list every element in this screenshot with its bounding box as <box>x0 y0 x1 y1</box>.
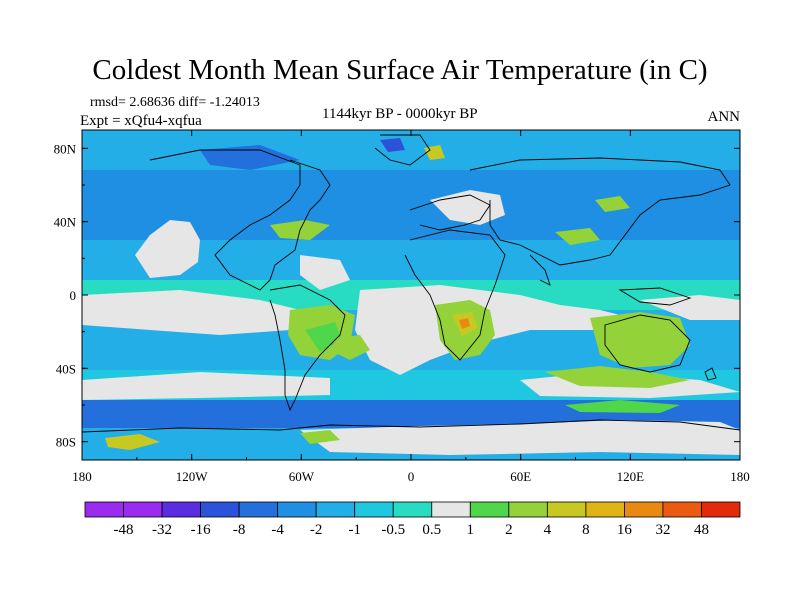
colorbar-label: 2 <box>505 522 513 538</box>
colorbar-box <box>124 502 163 517</box>
colorbar-label: 16 <box>617 522 633 538</box>
colorbar-label: -32 <box>152 522 172 538</box>
colorbar-box <box>663 502 702 517</box>
colorbar-box <box>586 502 625 517</box>
colorbar-label: -8 <box>233 522 246 538</box>
colorbar-label: -2 <box>310 522 323 538</box>
colorbar-box <box>355 502 394 517</box>
x-tick-label: 0 <box>408 469 415 484</box>
x-tick-label: 60E <box>510 469 531 484</box>
colorbar-box <box>278 502 317 517</box>
colorbar-label: -1 <box>348 522 361 538</box>
y-tick-label: 80N <box>54 141 77 156</box>
colorbar-box <box>85 502 124 517</box>
colorbar-box <box>470 502 509 517</box>
colorbar-box <box>162 502 201 517</box>
colorbar-box <box>701 502 740 517</box>
colorbar-label: -4 <box>271 522 284 538</box>
colorbar-label: 8 <box>582 522 590 538</box>
colorbar-label: 0.5 <box>422 522 441 538</box>
colorbar-box <box>547 502 586 517</box>
y-tick-label: 40N <box>54 215 77 230</box>
colorbar-label: -16 <box>191 522 211 538</box>
colorbar-box <box>624 502 663 517</box>
y-tick-label: 0 <box>70 288 77 303</box>
colorbar: -48 -32 -16 -8 -4 -2 -1 -0.5 0.5 1 2 4 8 16 32 48 <box>85 502 740 538</box>
colorbar-box <box>432 502 471 517</box>
colorbar-label: 32 <box>655 522 670 538</box>
colorbar-box <box>509 502 548 517</box>
colorbar-box <box>393 502 432 517</box>
colorbar-box <box>316 502 355 517</box>
y-tick-label: 80S <box>56 435 76 450</box>
colorbar-box <box>239 502 278 517</box>
colorbar-label: 48 <box>694 522 709 538</box>
x-tick-label: 180 <box>730 469 750 484</box>
x-tick-label: 60W <box>289 469 315 484</box>
x-tick-label: 120W <box>176 469 209 484</box>
colorbar-label: -0.5 <box>381 522 405 538</box>
colorbar-label: -48 <box>114 522 134 538</box>
x-tick-label: 120E <box>617 469 645 484</box>
map-figure: 180 120W 60W 0 60E 120E 180 80N40N040S80S -48-… <box>0 0 800 600</box>
colorbar-box <box>201 502 240 517</box>
colorbar-label: 1 <box>467 522 475 538</box>
colorbar-label: 4 <box>544 522 552 538</box>
y-tick-label: 40S <box>56 361 76 376</box>
x-tick-label: 180 <box>72 469 92 484</box>
temperature-field <box>82 130 740 460</box>
